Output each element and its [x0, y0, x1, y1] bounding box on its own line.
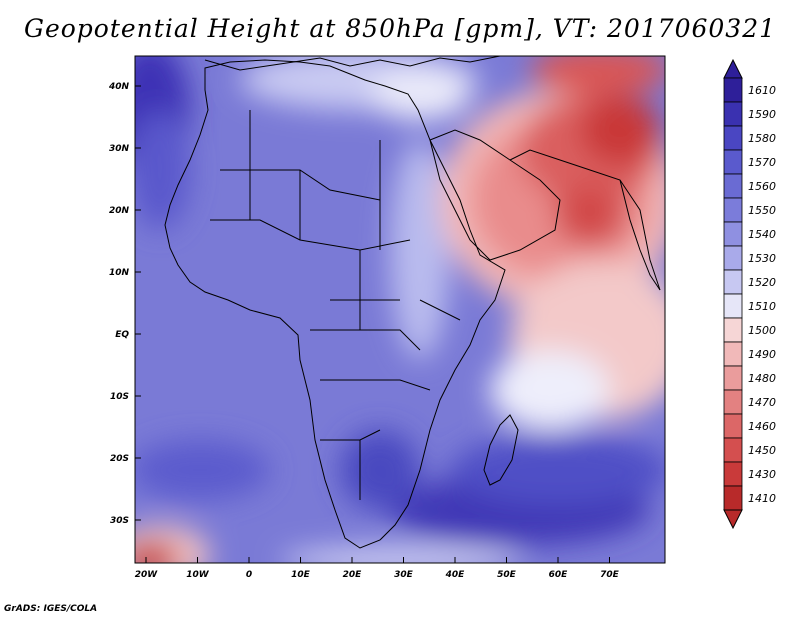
lon-label: 10W — [186, 570, 210, 580]
coastlines — [164, 56, 661, 549]
colorbar-swatch — [723, 125, 743, 151]
lon-label: 40E — [445, 570, 466, 580]
colorbar-swatch — [723, 413, 743, 439]
colorbar-label: 1570 — [748, 156, 776, 169]
colorbar-swatch — [723, 461, 743, 487]
lon-label: 30E — [394, 570, 414, 580]
lon-label: 20W — [135, 570, 159, 580]
colorbar-label: 1480 — [748, 372, 776, 385]
colorbar-label: 1520 — [748, 276, 776, 289]
latitude-axis: 40N 30N 20N 10N EQ 10S 20S 30S — [108, 82, 141, 526]
colorbar-label: 1530 — [748, 252, 776, 265]
india-coast — [619, 179, 661, 291]
colorbar-label: 1410 — [748, 492, 776, 505]
colorbar-swatch — [723, 293, 743, 319]
colorbar-swatch — [723, 221, 743, 247]
lon-label: 70E — [600, 570, 620, 580]
colorbar-swatch — [723, 365, 743, 391]
lat-label: 10S — [110, 392, 129, 402]
map-frame — [134, 55, 666, 564]
lat-label: 20S — [110, 454, 129, 464]
colorbar-swatch — [723, 389, 743, 415]
credit-text: GrADS: IGES/COLA — [4, 604, 98, 614]
colorbar-swatch — [723, 245, 743, 271]
height-field — [135, 56, 665, 563]
madagascar-coast — [483, 414, 519, 486]
colorbar-swatch — [723, 269, 743, 295]
colorbar-swatch — [723, 77, 743, 103]
colorbar-swatch — [723, 101, 743, 127]
europe-coast — [204, 56, 501, 71]
colorbar-label: 1470 — [748, 396, 776, 409]
colorbar-label: 1500 — [748, 324, 776, 337]
africa-coast — [164, 59, 506, 549]
colorbar-label: 1430 — [748, 468, 776, 481]
colorbar-arrow-bottom — [723, 509, 743, 530]
colorbar-swatch — [723, 149, 743, 175]
lon-label: 50E — [497, 570, 517, 580]
colorbar-label: 1560 — [748, 180, 776, 193]
lon-label: 20E — [343, 570, 363, 580]
lat-label: 40N — [108, 82, 130, 92]
colorbar-swatch — [723, 485, 743, 511]
arabia-coast — [429, 129, 561, 261]
asia-coast — [509, 149, 661, 291]
colorbar-label: 1610 — [748, 84, 776, 97]
lat-label: 30N — [109, 144, 130, 154]
colorbar-swatch — [723, 197, 743, 223]
colorbar-swatch — [723, 341, 743, 367]
colorbar-label: 1580 — [748, 132, 776, 145]
colorbar-label: 1590 — [748, 108, 776, 121]
lat-label: 10N — [109, 268, 130, 278]
colorbar-label: 1490 — [748, 348, 776, 361]
lat-label: EQ — [115, 330, 129, 340]
colorbar-label: 1450 — [748, 444, 776, 457]
longitude-axis: 20W 10W 0 10E 20E 30E 40E 50E 60E 70E — [135, 557, 620, 580]
colorbar-label: 1460 — [748, 420, 776, 433]
map-title: Geopotential Height at 850hPa [gpm], VT:… — [23, 14, 777, 43]
lon-label: 60E — [549, 570, 569, 580]
colorbar-swatch — [723, 437, 743, 463]
colorbar-label: 1540 — [748, 228, 776, 241]
colorbar-swatch — [723, 317, 743, 343]
lat-label: 30S — [110, 516, 129, 526]
colorbar-label: 1550 — [748, 204, 776, 217]
colorbar: 1610 1590 1580 1570 1560 1550 1540 1530 1520 1510… — [723, 58, 776, 530]
lat-label: 20N — [109, 206, 130, 216]
colorbar-swatch — [723, 173, 743, 199]
colorbar-label: 1510 — [748, 300, 776, 313]
lon-label: 10E — [291, 570, 311, 580]
colorbar-arrow-top — [723, 58, 743, 79]
lon-label: 0 — [246, 570, 252, 580]
